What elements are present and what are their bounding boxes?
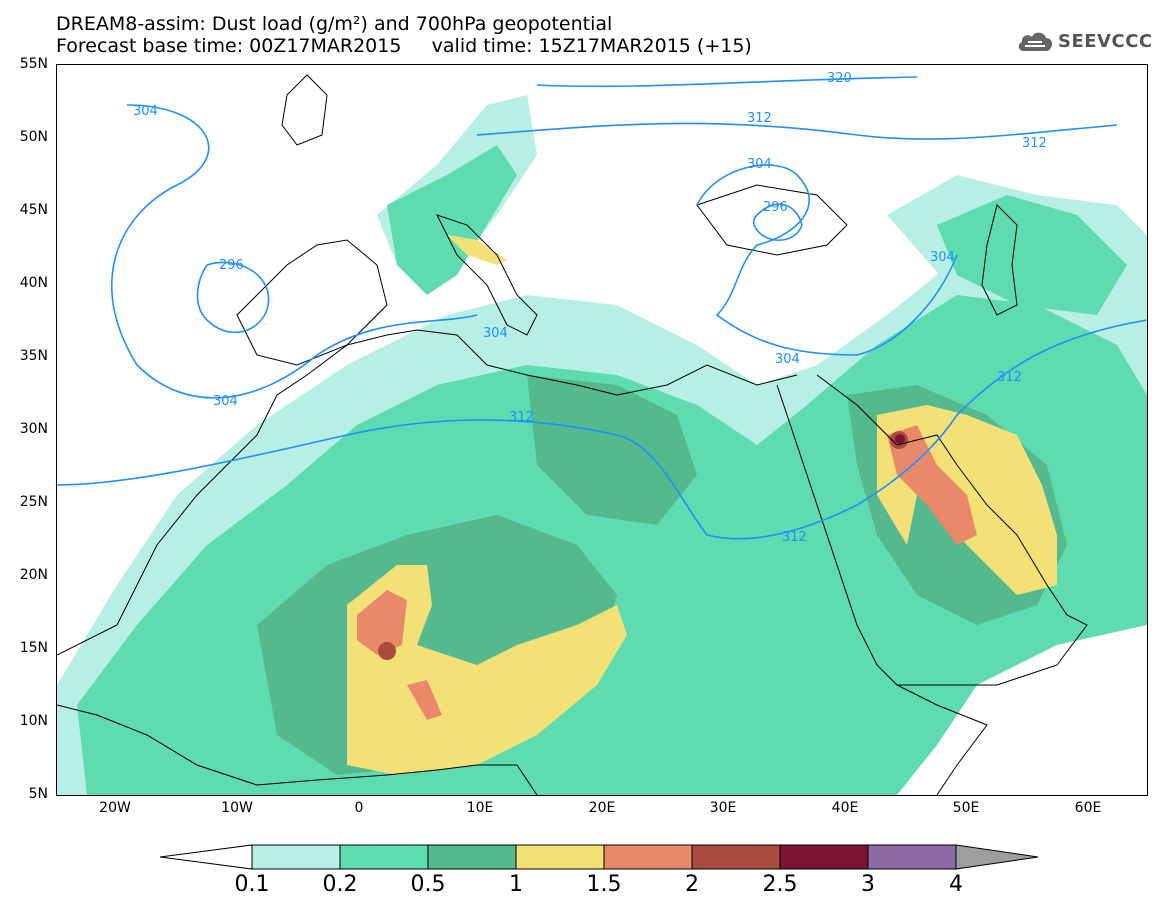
colorbar-bin bbox=[603, 844, 693, 870]
seevccc-logo: SEEVCCC bbox=[1016, 26, 1153, 56]
contour-labels: 320 312 312 304 296 304 296 304 304 304 … bbox=[133, 71, 1047, 545]
dust-region-dark-central bbox=[527, 375, 697, 525]
contour-label: 312 bbox=[1022, 136, 1047, 151]
dust-region-orange-arabia bbox=[887, 425, 977, 545]
coastline-west-africa bbox=[57, 329, 798, 656]
contour-label: 312 bbox=[509, 410, 534, 425]
colorbar-label: 3 bbox=[861, 872, 875, 897]
dust-region-yellow-sahel bbox=[347, 565, 627, 775]
lat-label: 45N bbox=[19, 202, 48, 218]
contour-label: 304 bbox=[483, 326, 508, 341]
lat-label: 30N bbox=[19, 421, 48, 437]
colorbar-bin bbox=[251, 844, 341, 870]
lon-label: 50E bbox=[952, 800, 980, 816]
coastline-caspian bbox=[981, 204, 1018, 316]
contour-label: 320 bbox=[827, 71, 852, 86]
contour-label: 296 bbox=[219, 258, 244, 273]
colorbar-label: 0.2 bbox=[322, 872, 358, 897]
colorbar bbox=[160, 844, 1039, 870]
colorbar-label: 0.5 bbox=[410, 872, 446, 897]
coastline-gulf-guinea bbox=[57, 704, 538, 795]
lon-label: 10E bbox=[466, 800, 494, 816]
dust-region-orange-south bbox=[407, 680, 442, 720]
coastline-uk bbox=[281, 74, 328, 146]
contour-320 bbox=[536, 76, 918, 88]
contour-312-north bbox=[476, 122, 1118, 140]
lon-label: 40E bbox=[831, 800, 859, 816]
contour-296-west bbox=[196, 261, 270, 334]
coastline-red-sea bbox=[776, 384, 898, 686]
colorbar-bin bbox=[691, 844, 781, 870]
colorbar-under bbox=[160, 844, 253, 870]
coastline-black-sea bbox=[696, 184, 848, 256]
lat-label: 55N bbox=[19, 56, 48, 72]
lat-label: 10N bbox=[19, 713, 48, 729]
title-line-1: DREAM8-assim: Dust load (g/m²) and 700hP… bbox=[56, 13, 613, 35]
colorbar-bin bbox=[867, 844, 957, 870]
lon-label: 20W bbox=[99, 800, 131, 816]
contour-label: 312 bbox=[747, 111, 772, 126]
map-area: 320 312 312 304 296 304 296 304 304 304 … bbox=[56, 64, 1148, 796]
contour-304-north bbox=[111, 104, 478, 399]
lat-label: 5N bbox=[28, 786, 48, 802]
colorbar-label: 1 bbox=[509, 872, 523, 897]
colorbar-label: 4 bbox=[949, 872, 963, 897]
colorbar-bin bbox=[779, 844, 869, 870]
contour-label: 296 bbox=[763, 200, 788, 215]
coastlines bbox=[57, 74, 1088, 795]
dust-region-orange-sahel bbox=[357, 590, 407, 655]
lat-label: 35N bbox=[19, 348, 48, 364]
dust-region-maroon-arabia bbox=[895, 434, 905, 444]
contour-296-east bbox=[752, 203, 803, 241]
contour-label: 312 bbox=[782, 530, 807, 545]
coastline-arabia bbox=[816, 374, 1088, 686]
colorbar-bin bbox=[339, 844, 429, 870]
contour-label: 304 bbox=[213, 394, 238, 409]
contour-304-east bbox=[696, 164, 958, 356]
colorbar-label: 2 bbox=[685, 872, 699, 897]
contour-label: 304 bbox=[747, 157, 772, 172]
logo-text: SEEVCCC bbox=[1058, 30, 1153, 52]
dust-field bbox=[57, 95, 1147, 795]
cloud-icon bbox=[1018, 32, 1053, 51]
lon-label: 10W bbox=[221, 800, 253, 816]
contour-label: 304 bbox=[133, 104, 158, 119]
dust-region-medium-caspian bbox=[937, 195, 1127, 315]
coastline-iberia bbox=[236, 239, 388, 366]
lat-label: 40N bbox=[19, 275, 48, 291]
geopotential-contours bbox=[57, 76, 1147, 540]
title-line-2: Forecast base time: 00Z17MAR2015 valid t… bbox=[56, 35, 752, 57]
coastline-italy bbox=[436, 214, 538, 336]
lat-label: 25N bbox=[19, 494, 48, 510]
lat-label: 15N bbox=[19, 640, 48, 656]
contour-label: 312 bbox=[997, 370, 1022, 385]
contour-label: 304 bbox=[930, 250, 955, 265]
colorbar-bin bbox=[427, 844, 517, 870]
lon-label: 30E bbox=[709, 800, 737, 816]
colorbar-label: 0.1 bbox=[234, 872, 270, 897]
coastline-horn-africa bbox=[896, 684, 988, 795]
colorbar-label: 2.5 bbox=[762, 872, 798, 897]
colorbar-bin bbox=[515, 844, 605, 870]
lon-label: 0 bbox=[354, 800, 364, 816]
dust-region-yellow-italy bbox=[447, 235, 507, 265]
contour-label: 304 bbox=[775, 352, 800, 367]
colorbar-over bbox=[955, 844, 1039, 870]
colorbar-label: 1.5 bbox=[586, 872, 622, 897]
lon-label: 20E bbox=[588, 800, 616, 816]
lat-label: 20N bbox=[19, 567, 48, 583]
dust-region-brown-sahel bbox=[378, 642, 396, 660]
lon-label: 60E bbox=[1074, 800, 1102, 816]
contour-312-sahara bbox=[57, 319, 1147, 540]
lat-label: 50N bbox=[19, 129, 48, 145]
